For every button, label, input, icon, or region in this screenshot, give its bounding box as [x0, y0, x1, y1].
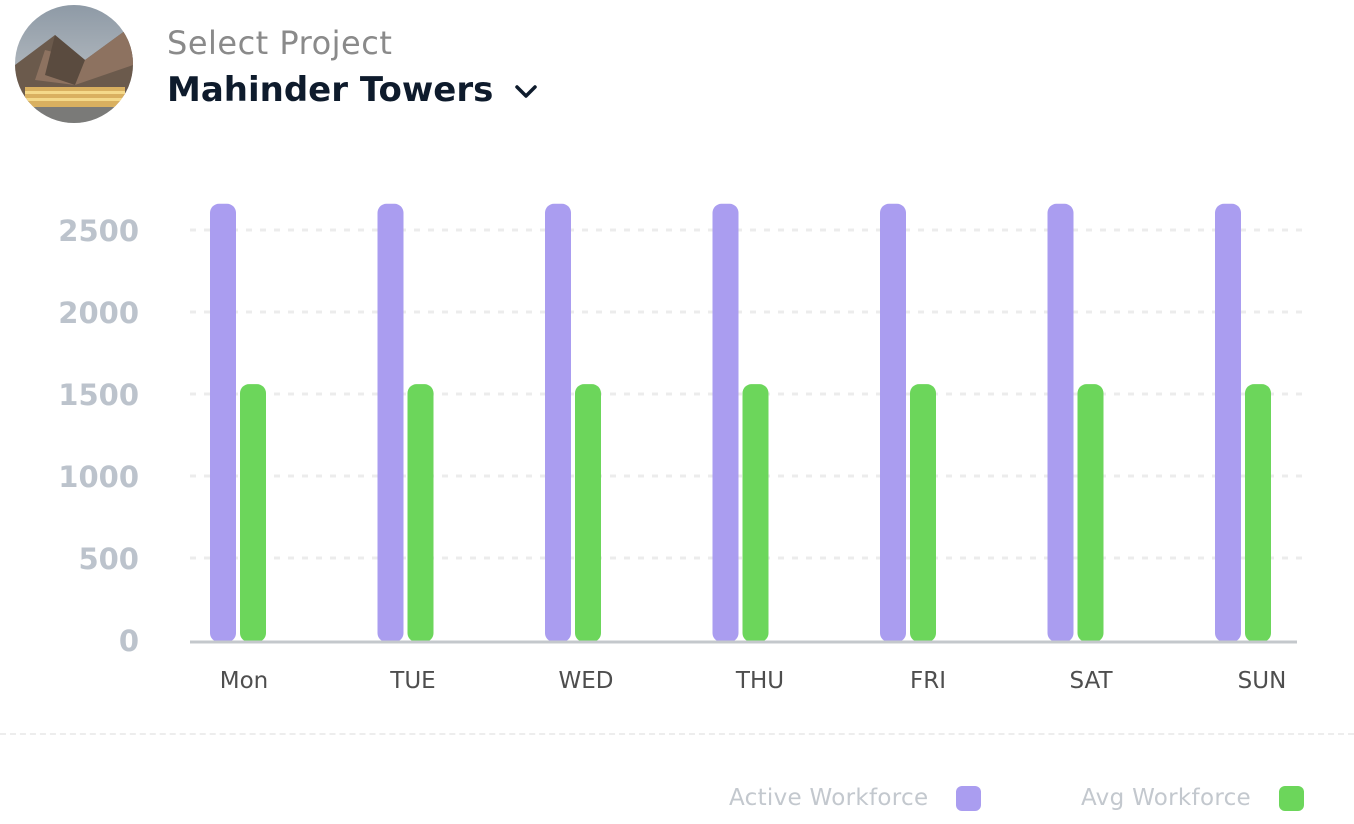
legend-item-active[interactable]: Active Workforce: [729, 780, 982, 816]
y-tick-label: 500: [78, 542, 139, 576]
building-image: [15, 5, 133, 123]
y-tick-label: 1500: [58, 378, 139, 412]
project-name[interactable]: Mahinder Towers: [167, 70, 494, 110]
chevron-down-icon[interactable]: [512, 80, 540, 104]
y-tick-label: 2000: [58, 296, 139, 330]
project-header: Select Project Mahinder Towers: [0, 0, 1354, 130]
bar-avg-sun[interactable]: [1245, 384, 1271, 642]
bar-avg-tue[interactable]: [407, 384, 434, 642]
legend-label-active: Active Workforce: [729, 785, 929, 811]
bar-active-tue[interactable]: [377, 203, 404, 642]
project-avatar[interactable]: [15, 5, 133, 123]
legend-swatch-active: [956, 785, 982, 811]
x-tick-label: Mon: [220, 668, 269, 694]
bar-active-wed[interactable]: [545, 203, 571, 642]
bar-avg-mon[interactable]: [240, 384, 266, 642]
bar-avg-fri[interactable]: [910, 384, 936, 642]
bar-active-mon[interactable]: [210, 203, 236, 642]
x-axis-ticks: Mon TUE WED THU FRI SAT SUN: [220, 668, 1287, 694]
y-tick-label: 1000: [58, 460, 139, 494]
bar-active-fri[interactable]: [880, 203, 906, 642]
y-tick-label: 2500: [58, 214, 139, 248]
legend-divider: [0, 733, 1354, 735]
bar-avg-wed[interactable]: [575, 384, 601, 642]
bars: [210, 203, 1271, 642]
bar-active-sat[interactable]: [1047, 203, 1074, 642]
select-project-label: Select Project: [167, 24, 393, 62]
bar-active-sun[interactable]: [1215, 203, 1241, 642]
y-axis-ticks: 0 500 1000 1500 2000 2500: [58, 214, 139, 658]
x-tick-label: WED: [559, 668, 614, 694]
y-tick-label: 0: [119, 624, 139, 658]
x-tick-label: SUN: [1238, 668, 1287, 694]
bar-avg-sat[interactable]: [1077, 384, 1104, 642]
x-tick-label: THU: [735, 668, 784, 694]
x-tick-label: FRI: [910, 668, 946, 694]
x-tick-label: SAT: [1069, 668, 1113, 694]
x-tick-label: TUE: [389, 668, 435, 694]
bar-avg-thu[interactable]: [742, 384, 769, 642]
workforce-bar-chart: 0 500 1000 1500 2000 2500 Mon TUE WED THU FRI SAT S…: [58, 203, 1310, 694]
legend-item-avg[interactable]: Avg Workforce: [1081, 780, 1304, 816]
bar-active-thu[interactable]: [712, 203, 739, 642]
legend-swatch-avg: [1278, 785, 1304, 811]
legend-label-avg: Avg Workforce: [1081, 785, 1251, 811]
